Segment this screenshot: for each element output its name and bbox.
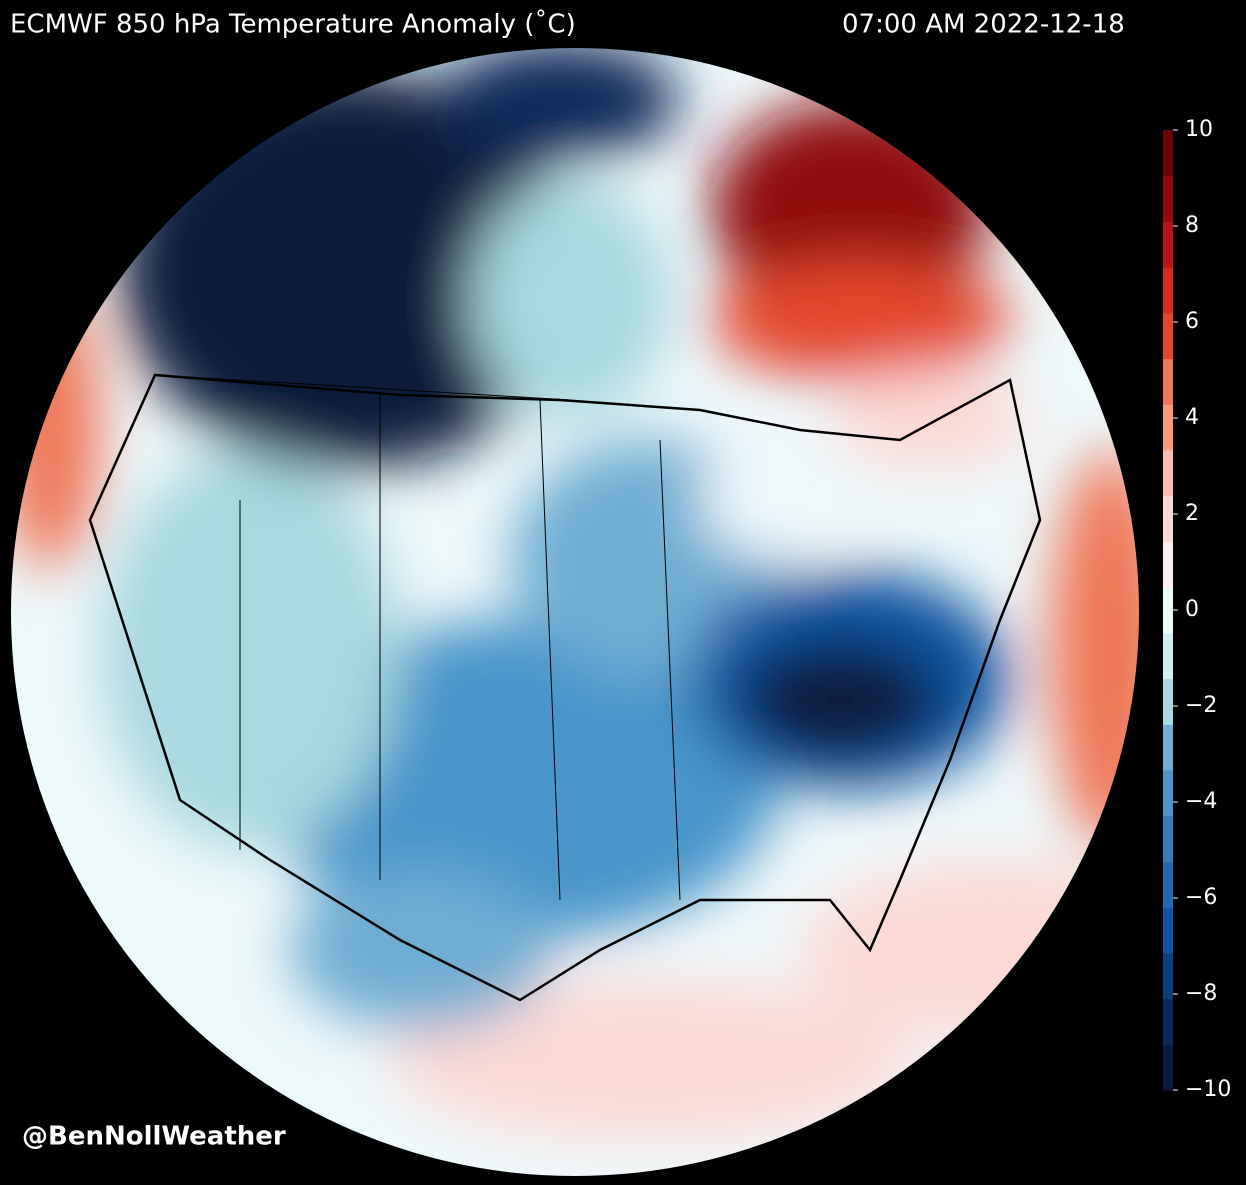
colorbar-band [1163,952,1173,1000]
colorbar-band [1163,998,1173,1045]
colorbar: −10 −8 −6 −4 −2 0 2 4 6 8 10 [1163,117,1231,1102]
colorbar-band [1163,861,1173,908]
colorbar-band [1163,632,1173,680]
colorbar-band [1163,130,1173,177]
colorbar-tick-label: 4 [1185,405,1199,430]
colorbar-band [1163,541,1173,588]
map-title: ECMWF 850 hPa Temperature Anomaly (˚C) [10,10,576,40]
colorbar-band [1163,678,1173,725]
colorbar-band [1163,587,1173,634]
colorbar-band [1163,1044,1173,1091]
colorbar-band [1163,815,1173,862]
colorbar-tick-label: −10 [1185,1077,1231,1102]
colorbar-tick-label: 2 [1185,501,1199,526]
colorbar-band [1163,267,1173,314]
colorbar-band [1163,770,1173,817]
colorbar-band [1163,221,1173,268]
colorbar-band [1163,907,1173,954]
colorbar-band [1163,450,1173,497]
colorbar-band [1163,312,1173,360]
colorbar-band [1163,175,1173,222]
timestamp: 07:00 AM 2022-12-18 [842,10,1125,40]
colorbar-tick-label: −8 [1185,981,1217,1006]
colorbar-tick-label: −4 [1185,789,1217,814]
colorbar-tick-label: 6 [1185,309,1199,334]
colorbar-tick-label: −6 [1185,885,1217,910]
colorbar-tick-label: −2 [1185,693,1217,718]
colorbar-tick-label: 10 [1185,117,1213,142]
colorbar-tick-label: 8 [1185,213,1199,238]
colorbar-band [1163,495,1173,542]
colorbar-band [1163,404,1173,451]
colorbar-band [1163,358,1173,405]
credit: @BenNollWeather [22,1122,286,1152]
colorbar-band [1163,724,1173,771]
colorbar-tick-label: 0 [1185,597,1199,622]
